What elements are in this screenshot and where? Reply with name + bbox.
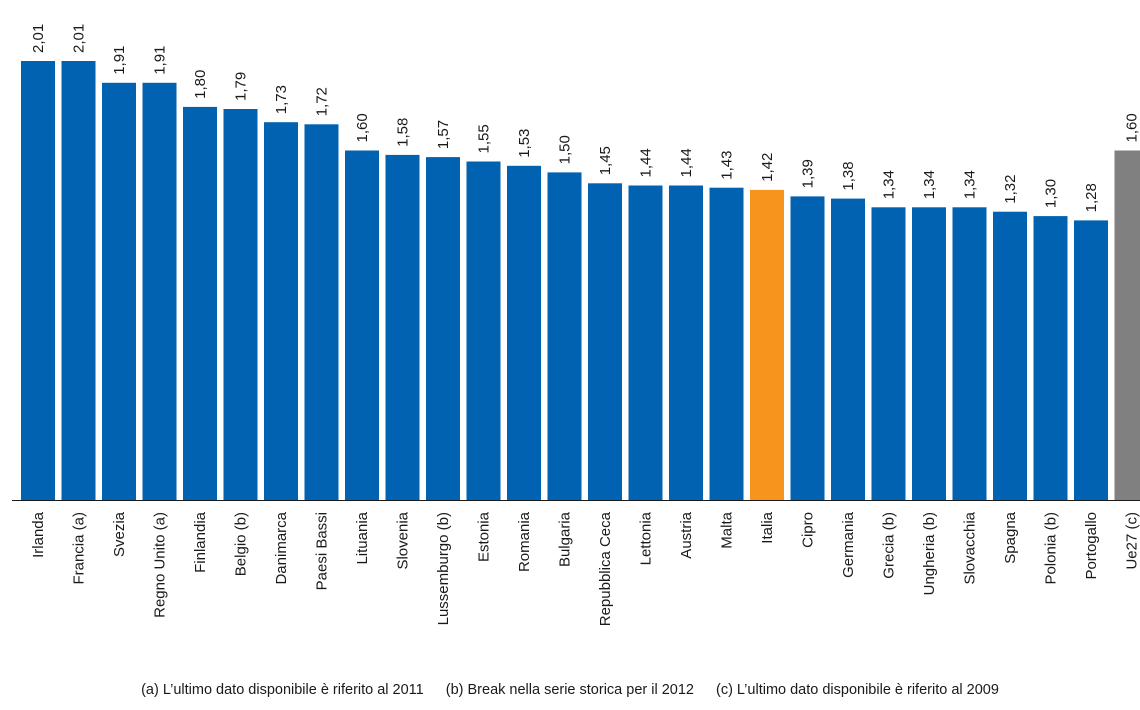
category-label: Francia (a) <box>71 512 88 585</box>
category-label: Lituania <box>354 511 371 564</box>
bar-austria <box>669 185 703 500</box>
category-label: Grecia (b) <box>881 512 898 579</box>
category-label: Germania <box>840 511 857 578</box>
value-label: 1,32 <box>1002 174 1019 203</box>
category-label: Polonia (b) <box>1043 512 1060 585</box>
value-label: 2,01 <box>30 24 47 53</box>
bar-estonia <box>466 161 501 500</box>
category-label: Malta <box>719 511 736 548</box>
value-label: 1,73 <box>273 85 290 114</box>
bar-belgio-b <box>223 109 258 500</box>
value-label: 1,79 <box>233 72 250 101</box>
category-label: Regno Unito (a) <box>152 512 169 618</box>
category-label: Lettonia <box>638 511 655 565</box>
value-label: 1,34 <box>921 170 938 199</box>
bar-ue27-c <box>1114 150 1140 500</box>
value-label: 1,91 <box>152 46 169 75</box>
bar-francia-a <box>61 61 96 500</box>
bar-germania <box>831 198 865 500</box>
bar-danimarca <box>264 122 298 500</box>
value-label: 1,34 <box>962 170 979 199</box>
bar-lettonia <box>628 185 663 500</box>
bar-repubblica-ceca <box>588 183 622 501</box>
footnote-a: (a) L’ultimo dato disponibile è riferito… <box>141 682 424 698</box>
category-label: Portogallo <box>1083 512 1100 580</box>
bar-regno-unito-a <box>142 82 177 501</box>
category-label: Belgio (b) <box>233 512 250 576</box>
value-label: 1,57 <box>435 120 452 149</box>
footnote-b: (b) Break nella serie storica per il 201… <box>445 682 694 698</box>
value-label: 1,39 <box>800 159 817 188</box>
category-label: Spagna <box>1002 511 1019 563</box>
category-label: Slovacchia <box>962 511 979 584</box>
value-label: 1,72 <box>314 87 331 116</box>
bar-romania <box>507 165 541 501</box>
category-label: Finlandia <box>192 511 209 573</box>
value-label: 1,44 <box>678 148 695 177</box>
bar-grecia-b <box>871 207 906 501</box>
bar-polonia-b <box>1033 216 1068 500</box>
bar-malta <box>709 187 744 500</box>
category-label: Bulgaria <box>557 511 574 567</box>
value-label: 1,44 <box>638 148 655 177</box>
value-label: 1,43 <box>719 150 736 179</box>
bar-portogallo <box>1074 220 1108 500</box>
value-label: 1,60 <box>354 113 371 142</box>
category-label: Slovenia <box>395 511 412 569</box>
category-label: Romania <box>516 511 533 572</box>
bar-lussemburgo-b <box>426 157 460 500</box>
category-label: Irlanda <box>30 511 47 558</box>
bar-slovacchia <box>952 207 987 501</box>
chart-canvas: 2,01 2,01 1,91 1,91 1,80 1,79 1,73 1,72 1,60 1,58… <box>12 24 1140 626</box>
category-label: Estonia <box>476 511 493 562</box>
bar-cipro <box>790 196 825 500</box>
value-label: 1,42 <box>759 153 776 182</box>
value-label: 1,38 <box>840 161 857 190</box>
category-label: Ungheria (b) <box>921 512 938 595</box>
value-label: 1,45 <box>597 146 614 175</box>
category-label: Lussemburgo (b) <box>435 512 452 625</box>
value-label: 1,34 <box>881 170 898 199</box>
bar-ungheria-b <box>912 207 946 501</box>
category-label: Ue27 (c) <box>1124 512 1140 570</box>
value-label: 1,28 <box>1083 183 1100 212</box>
bar-lituania <box>345 150 379 500</box>
bar-svezia <box>102 82 136 501</box>
category-labels-layer: Irlanda Francia (a) Svezia Regno Unito (a) F… <box>30 511 1140 626</box>
category-label: Repubblica Ceca <box>597 511 614 626</box>
bar-spagna <box>993 211 1027 500</box>
value-label: 1,58 <box>395 118 412 147</box>
bars-layer <box>21 61 1140 501</box>
bar-paesi-bassi <box>304 124 339 501</box>
category-label: Danimarca <box>273 511 290 584</box>
value-label: 2,01 <box>71 24 88 53</box>
value-label: 1,80 <box>192 70 209 99</box>
bar-italia <box>750 189 784 500</box>
category-label: Italia <box>759 511 776 543</box>
value-label: 1,50 <box>557 135 574 164</box>
category-label: Austria <box>678 511 695 558</box>
value-labels-layer: 2,01 2,01 1,91 1,91 1,80 1,79 1,73 1,72 1,60 1,58… <box>30 24 1140 213</box>
bar-slovenia <box>385 154 420 500</box>
value-label: 1,55 <box>476 124 493 153</box>
footnote-c: (c) L’ultimo dato disponibile è riferito… <box>715 682 999 698</box>
category-label: Cipro <box>800 512 817 548</box>
bar-finlandia <box>183 106 217 501</box>
category-label: Paesi Bassi <box>314 512 331 590</box>
category-label: Svezia <box>111 511 128 557</box>
value-label: 1,60 <box>1124 113 1140 142</box>
value-label: 1,30 <box>1043 179 1060 208</box>
value-label: 1,53 <box>516 129 533 158</box>
footnotes: (a) L’ultimo dato disponibile è riferito… <box>0 682 1140 698</box>
value-label: 1,91 <box>111 46 128 75</box>
bar-irlanda <box>21 61 55 500</box>
bar-bulgaria <box>547 172 582 500</box>
